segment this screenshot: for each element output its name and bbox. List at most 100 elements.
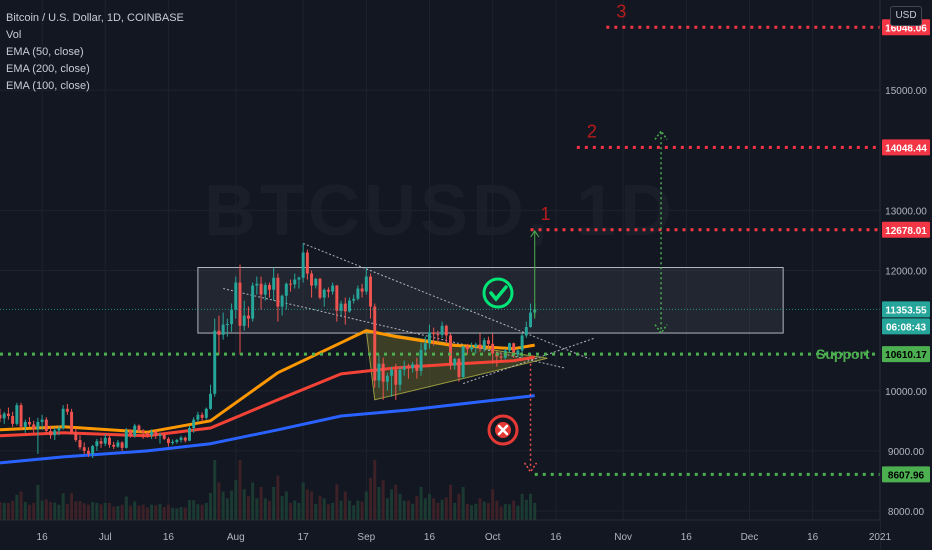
volume-bar — [263, 498, 267, 520]
candle — [428, 324, 431, 349]
candle-body — [238, 282, 242, 326]
candle — [360, 283, 364, 298]
price-axis: 8000.00 9000.00 10000.00 12000.00 13000.00 15… — [879, 0, 932, 550]
candle-body — [348, 300, 351, 312]
volume-bar — [129, 505, 132, 520]
volume-bar — [474, 503, 478, 520]
volume-bar — [238, 460, 242, 520]
candle — [158, 432, 162, 444]
time-tick-label: Aug — [227, 532, 245, 543]
price-axis-bg — [880, 0, 932, 550]
candle — [377, 354, 381, 388]
target-marker: 1 — [541, 204, 551, 224]
candle — [272, 267, 276, 301]
volume-bar — [289, 502, 292, 520]
candle-body — [402, 366, 406, 370]
indicator-vol[interactable]: Vol — [6, 29, 22, 41]
time-tick-label: Dec — [741, 532, 759, 543]
candle — [423, 336, 427, 355]
candle — [36, 417, 40, 454]
candle — [95, 438, 99, 451]
candle — [32, 420, 36, 433]
candle — [465, 343, 469, 355]
candle — [326, 287, 330, 298]
candle-body — [276, 277, 280, 307]
candle — [255, 276, 259, 295]
volume-bar — [512, 500, 516, 520]
time-tick-label: Nov — [614, 532, 632, 543]
candle — [61, 405, 65, 430]
volume-bar — [242, 489, 246, 520]
candle-body — [145, 432, 149, 436]
target-marker: 3 — [616, 1, 626, 21]
candle — [175, 438, 179, 444]
volume-bars — [0, 460, 537, 520]
candle — [0, 408, 2, 423]
candle-body — [23, 422, 27, 427]
volume-bar — [348, 500, 351, 520]
candle — [217, 315, 221, 355]
candle — [293, 273, 297, 289]
candle-body — [352, 298, 356, 301]
candle — [289, 279, 292, 292]
currency-button[interactable]: USD — [890, 6, 922, 26]
symbol-title[interactable]: Bitcoin / U.S. Dollar, 1D, COINBASE — [6, 12, 184, 24]
candle — [246, 306, 250, 328]
candle-body — [377, 363, 381, 381]
candle — [221, 312, 225, 340]
candle — [65, 403, 69, 415]
candle — [171, 439, 175, 445]
volume-bar — [166, 504, 170, 520]
candle-body — [297, 277, 301, 280]
volume-bar — [82, 503, 86, 520]
volume-bar — [145, 507, 149, 520]
candle-body — [440, 325, 444, 335]
candle-body — [158, 434, 162, 436]
candle-body — [461, 346, 465, 377]
candle — [276, 273, 280, 322]
volume-bar — [453, 502, 457, 520]
candle — [225, 318, 229, 337]
candle-body — [419, 349, 423, 371]
candle-body — [133, 425, 137, 436]
candle — [124, 428, 128, 449]
indicator-ema-200[interactable]: EMA (200, close) — [6, 63, 90, 75]
candle-body — [343, 303, 347, 312]
candle — [103, 434, 107, 447]
volume-bar — [529, 493, 532, 520]
volume-bar — [385, 498, 389, 520]
candle — [348, 297, 351, 313]
indicator-ema-100[interactable]: EMA (100, close) — [6, 80, 90, 92]
candle-body — [242, 315, 246, 326]
candle-body — [150, 431, 154, 436]
volume-bar — [213, 460, 217, 520]
candle — [482, 337, 486, 352]
candle — [209, 384, 212, 410]
candle — [213, 318, 217, 397]
candle — [141, 429, 145, 439]
volume-bar — [108, 502, 111, 520]
candle-body — [15, 405, 19, 424]
volume-bar — [377, 487, 381, 520]
candle-body — [141, 431, 145, 433]
indicator-ema-50[interactable]: EMA (50, close) — [6, 46, 84, 58]
candle — [28, 417, 31, 427]
time-axis-bg — [0, 520, 880, 550]
price-level-tag: 16046.06 — [885, 23, 927, 34]
volume-bar — [112, 506, 116, 520]
candle-body — [11, 416, 15, 424]
volume-bar — [516, 505, 520, 520]
volume-bar — [432, 498, 436, 520]
candle-body — [457, 358, 461, 377]
candle-body — [124, 430, 128, 448]
volume-bar — [103, 502, 107, 520]
check-mark-icon — [489, 285, 508, 302]
candle-body — [360, 288, 364, 292]
time-tick-label: 16 — [424, 532, 436, 543]
candle — [390, 366, 394, 397]
measure-arrow-down — [654, 324, 668, 335]
candle — [251, 282, 255, 322]
volume-bar — [32, 502, 36, 520]
price-level-tag-bg — [882, 221, 930, 238]
